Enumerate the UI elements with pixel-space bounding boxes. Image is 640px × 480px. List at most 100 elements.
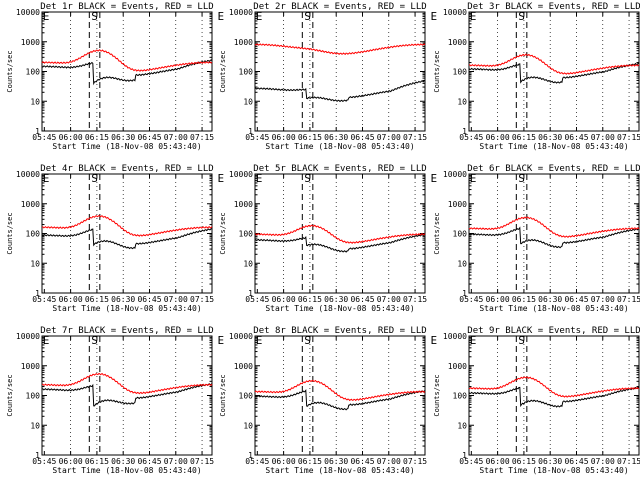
x-tick-label: 07:00: [164, 295, 188, 304]
x-tick-label: 06:30: [111, 133, 135, 142]
series-line-lld: [42, 214, 213, 237]
plot-title: Det 3r BLACK = Events, RED = LLD: [467, 2, 640, 12]
x-axis-label: Start Time (18-Nov-08 05:43:40): [52, 142, 201, 151]
x-tick-label: 06:00: [59, 133, 83, 142]
x-tick-label: 06:15: [85, 457, 109, 466]
x-tick-label: 05:45: [245, 457, 269, 466]
plot-panel-5: Det 5r BLACK = Events, RED = LLD 1 10 100 10…: [219, 164, 437, 313]
marker-label: E: [217, 10, 224, 23]
x-tick-label: 05:45: [245, 133, 269, 142]
x-tick-label: 07:00: [377, 457, 401, 466]
x-tick-label: 06:45: [564, 133, 588, 142]
x-axis-label: Start Time (18-Nov-08 05:43:40): [479, 466, 628, 475]
y-tick-label: 100: [239, 68, 254, 77]
series-line-lld: [41, 372, 213, 395]
y-axis-label: Counts/sec: [433, 50, 441, 92]
y-tick-label: 1000: [448, 200, 467, 209]
y-tick-label: 1000: [234, 38, 253, 47]
x-tick-label: 05:45: [245, 295, 269, 304]
plot-panel-6: Det 6r BLACK = Events, RED = LLD 1 10 100 10…: [433, 164, 640, 313]
series-line-lld: [468, 376, 640, 398]
y-tick-label: 1000: [234, 200, 253, 209]
plot-panel-7: Det 7r BLACK = Events, RED = LLD 1 10 100 10…: [6, 326, 224, 475]
y-tick-label: 1: [35, 289, 40, 298]
x-tick-label: 07:00: [591, 457, 615, 466]
plot-frame: [254, 173, 426, 294]
marker-label: S: [91, 172, 98, 185]
y-tick-label: 100: [453, 68, 468, 77]
x-tick-label: 06:45: [350, 133, 374, 142]
y-axis-label: Counts/sec: [6, 374, 14, 416]
x-axis-label: Start Time (18-Nov-08 05:43:40): [265, 142, 414, 151]
y-axis-label: Counts/sec: [219, 212, 227, 254]
series-line-lld: [41, 49, 213, 72]
x-tick-label: 06:45: [350, 457, 374, 466]
marker-label: E: [43, 334, 50, 347]
plot-frame: [468, 335, 640, 456]
y-tick-label: 10000: [443, 170, 467, 179]
x-tick-label: 06:30: [111, 457, 135, 466]
y-tick-label: 10: [243, 421, 253, 430]
x-axis-label: Start Time (18-Nov-08 05:43:40): [479, 142, 628, 151]
x-tick-label: 05:45: [32, 295, 56, 304]
plot-panel-2: Det 2r BLACK = Events, RED = LLD 1 10 100 10…: [219, 2, 437, 151]
marker-label: E: [217, 172, 224, 185]
series-line-events: [254, 389, 426, 411]
y-tick-label: 10: [243, 259, 253, 268]
series-line-lld: [254, 43, 426, 55]
y-tick-label: 1: [248, 127, 253, 136]
series-line-events: [468, 226, 640, 249]
x-tick-label: 07:00: [164, 457, 188, 466]
plot-frame: [41, 11, 213, 132]
marker-label: S: [518, 334, 525, 347]
y-tick-label: 10: [243, 97, 253, 106]
y-tick-label: 10000: [16, 332, 40, 341]
marker-label: E: [256, 10, 263, 23]
x-tick-label: 07:00: [591, 295, 615, 304]
marker-label: E: [470, 334, 477, 347]
marker-label: S: [91, 334, 98, 347]
x-tick-label: 06:15: [298, 295, 322, 304]
x-tick-label: 06:30: [324, 295, 348, 304]
plot-panel-4: Det 4r BLACK = Events, RED = LLD 1 10 100 10…: [6, 164, 224, 313]
marker-label: E: [256, 334, 263, 347]
y-tick-label: 1000: [21, 200, 40, 209]
series-line-events: [254, 79, 426, 103]
y-tick-label: 1: [462, 451, 467, 460]
series-line-events: [41, 228, 213, 250]
marker-label: E: [430, 10, 437, 23]
x-axis-label: Start Time (18-Nov-08 05:43:40): [52, 466, 201, 475]
y-axis-label: Counts/sec: [6, 50, 14, 92]
y-tick-label: 10000: [16, 170, 40, 179]
y-tick-label: 1000: [21, 362, 40, 371]
series-line-lld: [254, 224, 426, 244]
x-tick-label: 06:15: [298, 457, 322, 466]
x-tick-label: 06:15: [85, 295, 109, 304]
y-tick-label: 100: [26, 68, 41, 77]
y-tick-label: 10000: [229, 170, 253, 179]
x-tick-label: 06:45: [350, 295, 374, 304]
marker-label: E: [256, 172, 263, 185]
y-tick-label: 10: [457, 259, 467, 268]
y-tick-label: 100: [26, 392, 41, 401]
y-tick-label: 10: [457, 97, 467, 106]
plot-title: Det 1r BLACK = Events, RED = LLD: [40, 2, 213, 12]
series-line-events: [468, 62, 640, 84]
y-tick-label: 10: [457, 421, 467, 430]
y-axis-label: Counts/sec: [219, 50, 227, 92]
x-tick-label: 06:15: [512, 133, 536, 142]
series-line-events: [468, 386, 640, 408]
marker-label: S: [304, 172, 311, 185]
y-tick-label: 10000: [229, 8, 253, 17]
y-tick-label: 10000: [443, 8, 467, 17]
x-tick-label: 06:00: [486, 133, 510, 142]
x-tick-label: 07:00: [591, 133, 615, 142]
x-tick-label: 07:15: [403, 295, 427, 304]
x-tick-label: 06:15: [85, 133, 109, 142]
x-tick-label: 06:30: [538, 133, 562, 142]
x-tick-label: 07:15: [617, 295, 640, 304]
y-tick-label: 1000: [21, 38, 40, 47]
x-tick-label: 07:15: [617, 133, 640, 142]
x-tick-label: 06:15: [298, 133, 322, 142]
